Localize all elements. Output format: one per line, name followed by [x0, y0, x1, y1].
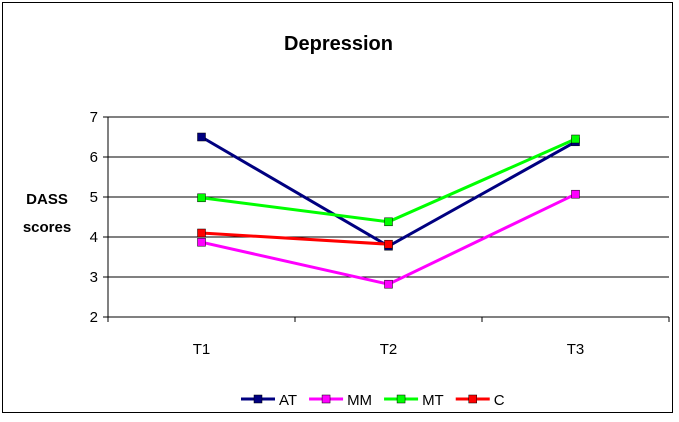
chart-plot: 2 3 4 5 6 7 T1 T2 T3 AT MM MT C — [90, 109, 670, 409]
point-MT-T1 — [197, 193, 206, 203]
y-tick-label-6: 6 — [90, 149, 98, 166]
point-C-T2 — [384, 239, 393, 249]
point-MT-T3 — [571, 134, 580, 144]
legend-marker-MM — [321, 394, 331, 404]
y-tick-label-4: 4 — [90, 229, 98, 246]
y-tick-label-3: 3 — [90, 269, 98, 286]
series-line-AT — [200, 135, 577, 248]
point-MM-T1 — [197, 237, 206, 247]
x-tick-label-T1: T1 — [193, 341, 211, 358]
x-tick-label-T2: T2 — [380, 341, 398, 358]
legend-label-MT: MT — [422, 392, 444, 409]
legend-marker-AT — [253, 394, 263, 404]
point-C-T1 — [197, 228, 206, 238]
y-axis-label-line-1: DASS — [26, 191, 68, 208]
chart-frame: Depression DASS scores 2 3 4 5 6 7 T1 T2 T3 AT MM M… — [2, 2, 673, 413]
y-tick-label-2: 2 — [90, 309, 98, 326]
legend-label-MM: MM — [347, 392, 372, 409]
legend-marker-MT — [396, 394, 406, 404]
y-tick-label-7: 7 — [90, 109, 98, 126]
point-MT-T2 — [384, 217, 393, 227]
series-line-MT — [201, 137, 577, 224]
series-line-C — [201, 231, 389, 246]
chart-title: Depression — [284, 33, 393, 55]
point-MM-T3 — [571, 189, 580, 199]
y-tick-label-5: 5 — [90, 189, 98, 206]
legend-label-AT: AT — [279, 392, 297, 409]
y-axis-label-line-2: scores — [22, 219, 72, 236]
point-MM-T2 — [384, 279, 393, 289]
legend-label-C: C — [494, 392, 505, 409]
point-AT-T1 — [197, 132, 206, 142]
series-line-MM — [201, 192, 577, 286]
legend-marker-C — [468, 394, 477, 404]
x-tick-label-T3: T3 — [567, 341, 585, 358]
